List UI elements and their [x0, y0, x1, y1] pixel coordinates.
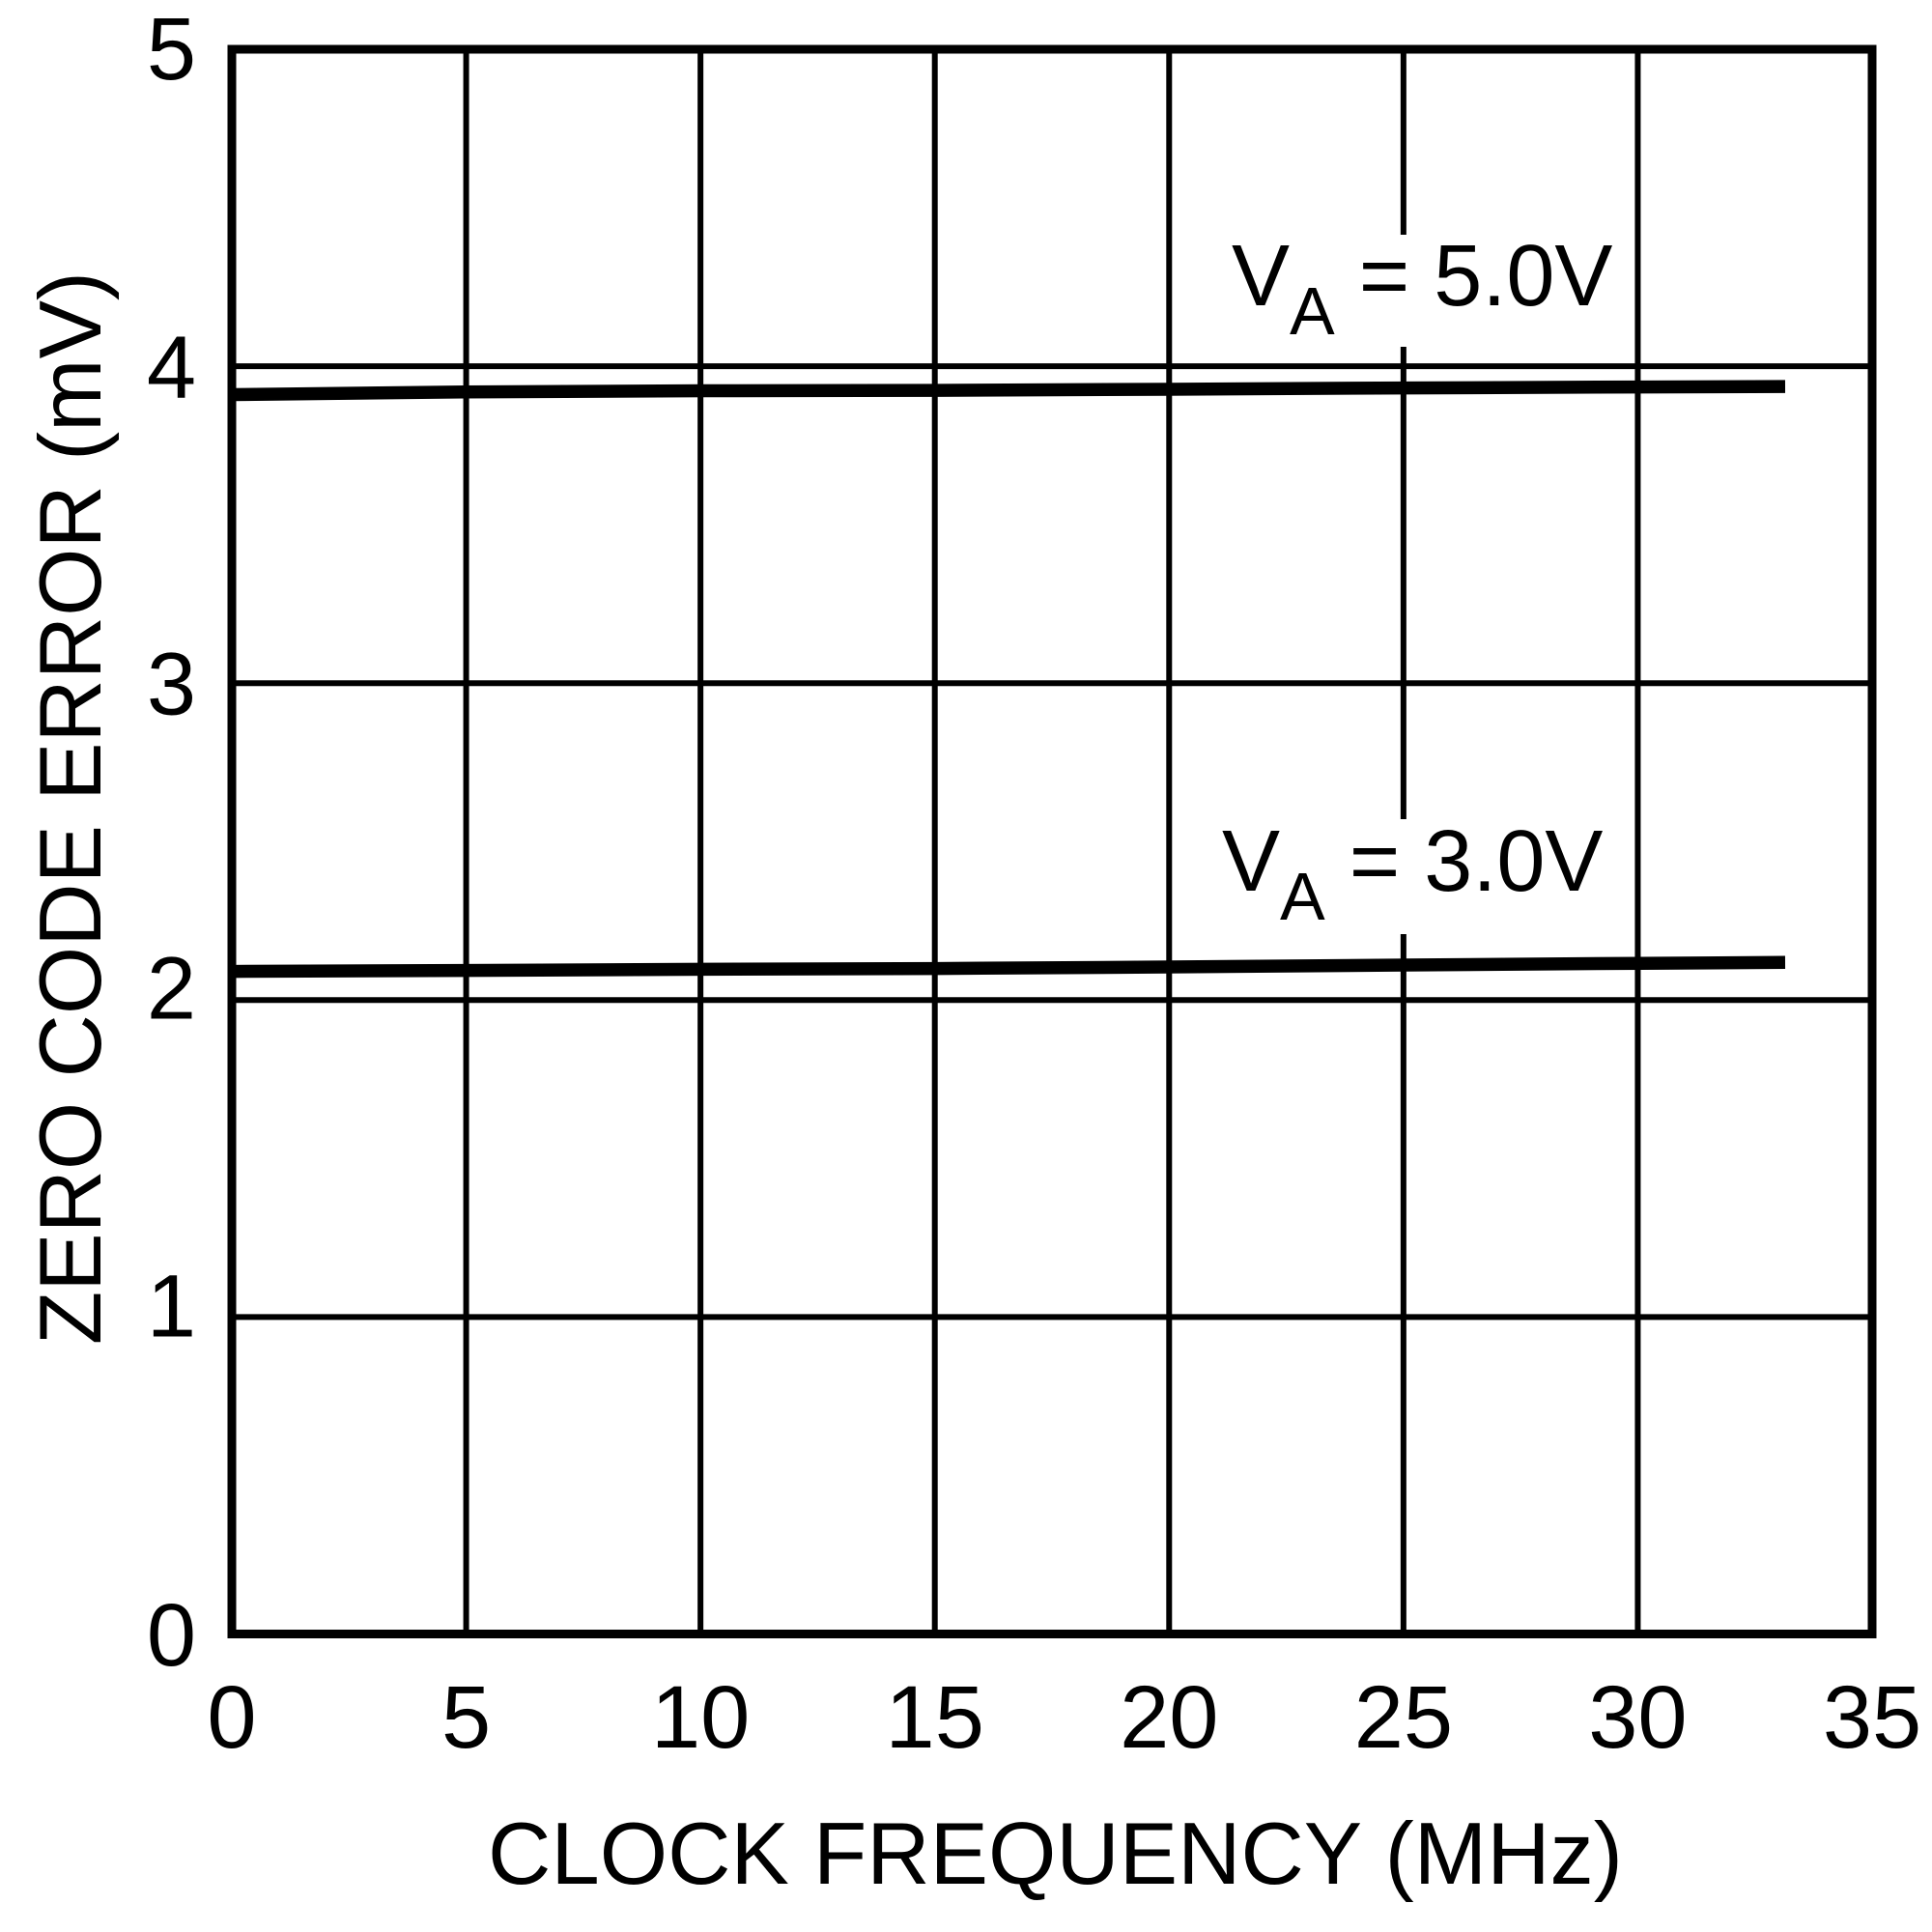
svg-text:30: 30	[1588, 1668, 1687, 1767]
svg-text:20: 20	[1120, 1668, 1218, 1767]
svg-text:2: 2	[147, 939, 196, 1037]
svg-text:0: 0	[207, 1668, 256, 1767]
svg-text:3: 3	[147, 635, 196, 733]
svg-text:0: 0	[147, 1586, 196, 1685]
svg-text:5: 5	[441, 1668, 491, 1767]
svg-text:4: 4	[147, 319, 196, 417]
svg-text:10: 10	[651, 1668, 750, 1767]
svg-text:CLOCK FREQUENCY (MHz): CLOCK FREQUENCY (MHz)	[488, 1805, 1623, 1903]
svg-text:ZERO CODE ERROR (mV): ZERO CODE ERROR (mV)	[22, 271, 120, 1345]
svg-text:25: 25	[1354, 1668, 1453, 1767]
svg-text:5: 5	[147, 0, 196, 99]
svg-text:35: 35	[1823, 1668, 1921, 1767]
svg-text:1: 1	[147, 1257, 196, 1355]
svg-text:15: 15	[886, 1668, 984, 1767]
